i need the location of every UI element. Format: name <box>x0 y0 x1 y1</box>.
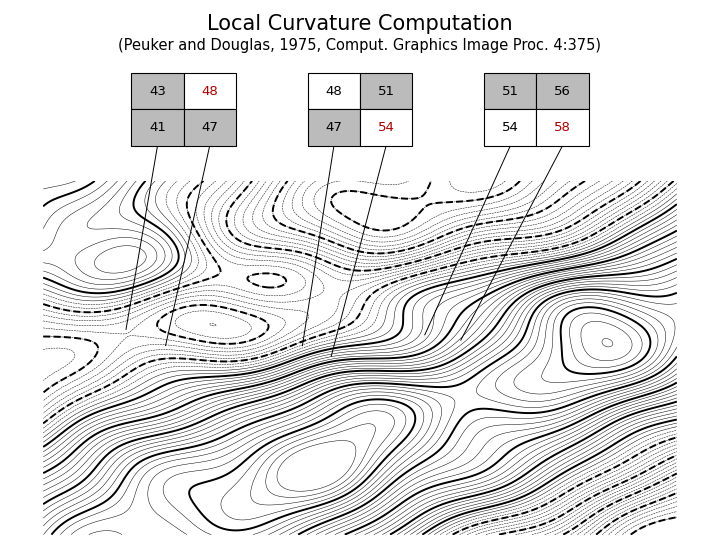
Text: 47: 47 <box>325 121 342 134</box>
Bar <box>484 73 536 109</box>
Text: 54: 54 <box>502 121 518 134</box>
Bar <box>132 109 184 146</box>
Text: 47: 47 <box>202 121 218 134</box>
Text: (Peuker and Douglas, 1975, Comput. Graphics Image Proc. 4:375): (Peuker and Douglas, 1975, Comput. Graph… <box>119 38 601 53</box>
Bar <box>484 109 536 146</box>
Bar <box>308 109 360 146</box>
Text: Local Curvature Computation: Local Curvature Computation <box>207 14 513 33</box>
Bar <box>536 73 589 109</box>
Text: 48: 48 <box>325 85 342 98</box>
Text: 58: 58 <box>554 121 571 134</box>
Text: 51: 51 <box>377 85 395 98</box>
Bar <box>308 73 360 109</box>
Bar <box>184 109 236 146</box>
Bar <box>184 73 236 109</box>
Text: 41: 41 <box>149 121 166 134</box>
Text: 48: 48 <box>202 85 218 98</box>
Text: 54: 54 <box>378 121 395 134</box>
Bar <box>360 109 412 146</box>
Bar <box>536 109 589 146</box>
Bar <box>360 73 412 109</box>
Text: 56: 56 <box>554 85 571 98</box>
Text: 51: 51 <box>502 85 519 98</box>
Text: 43: 43 <box>149 85 166 98</box>
Bar <box>132 73 184 109</box>
